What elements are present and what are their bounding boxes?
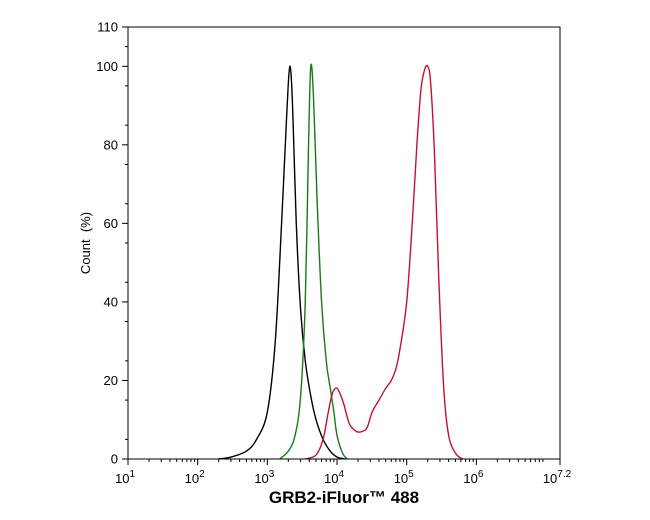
x-tick-label: 102 [185, 469, 205, 486]
y-tick-label: 40 [104, 294, 118, 309]
y-tick-labels: 0 20 40 60 80 100 110 [96, 20, 118, 467]
plot-frame [127, 26, 561, 460]
x-tick-label: 107.2 [543, 469, 572, 486]
y-tick-label: 20 [104, 373, 118, 388]
x-axis-title: GRB2-iFluor™ 488 [269, 488, 419, 507]
y-tick-label: 60 [104, 216, 118, 231]
y-tick-label: 80 [104, 137, 118, 152]
y-tick-label: 100 [96, 59, 118, 74]
series-line-3 [305, 64, 463, 460]
x-tick-label: 101 [115, 469, 135, 486]
series-lines [218, 63, 463, 460]
x-tick-label: 106 [463, 469, 483, 486]
y-tick-label: 110 [97, 20, 118, 35]
x-tick-label: 104 [324, 469, 344, 486]
y-axis-title: Count (%) [78, 212, 93, 274]
y-tick-label: 0 [111, 452, 118, 467]
x-major-ticks [127, 459, 561, 465]
x-tick-label: 105 [394, 469, 414, 486]
x-tick-labels: 101 102 103 104 105 106 107.2 [115, 469, 572, 486]
series-line-1 [218, 65, 346, 460]
y-major-ticks [122, 26, 128, 460]
x-tick-label: 103 [254, 469, 274, 486]
series-line-2 [279, 63, 348, 460]
